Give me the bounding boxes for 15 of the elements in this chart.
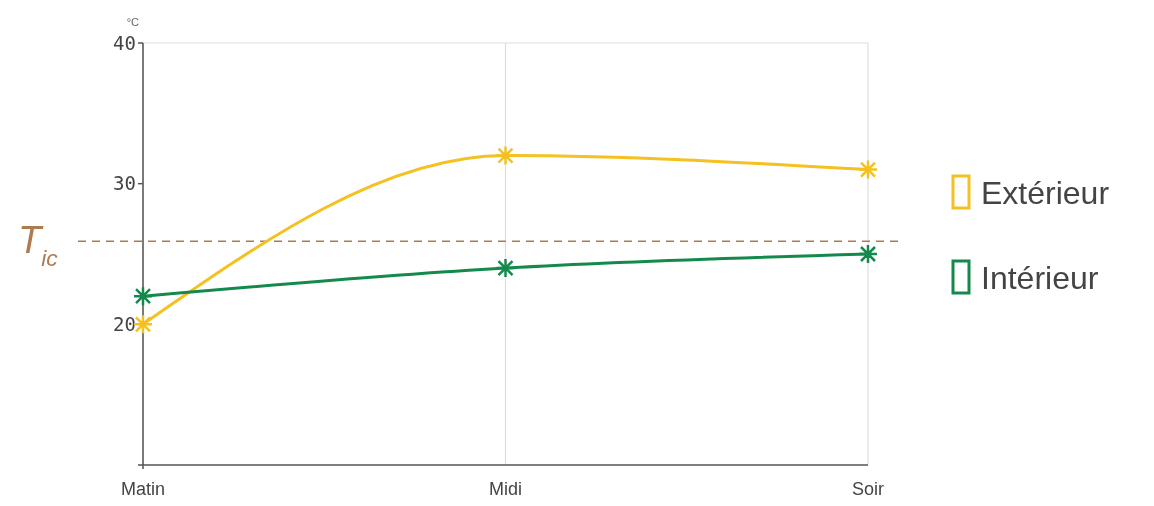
legend-label: Extérieur — [981, 175, 1110, 212]
point — [857, 159, 879, 180]
point — [495, 257, 516, 279]
x-tick-label: Matin — [120, 479, 166, 499]
y-tick-label: 40 — [113, 31, 136, 54]
point — [132, 285, 154, 307]
ref-line-label: T$_{ic}$ — [18, 219, 59, 272]
y-axis-title: °C — [126, 16, 140, 28]
y-tick-label: 30 — [113, 172, 136, 195]
point — [495, 145, 516, 166]
y-tick-label: 20 — [113, 312, 136, 335]
x-tick-label: Soir — [851, 479, 885, 499]
point — [857, 243, 879, 265]
legend-label: Intérieur — [981, 260, 1099, 297]
x-tick-label: Midi — [488, 479, 523, 499]
